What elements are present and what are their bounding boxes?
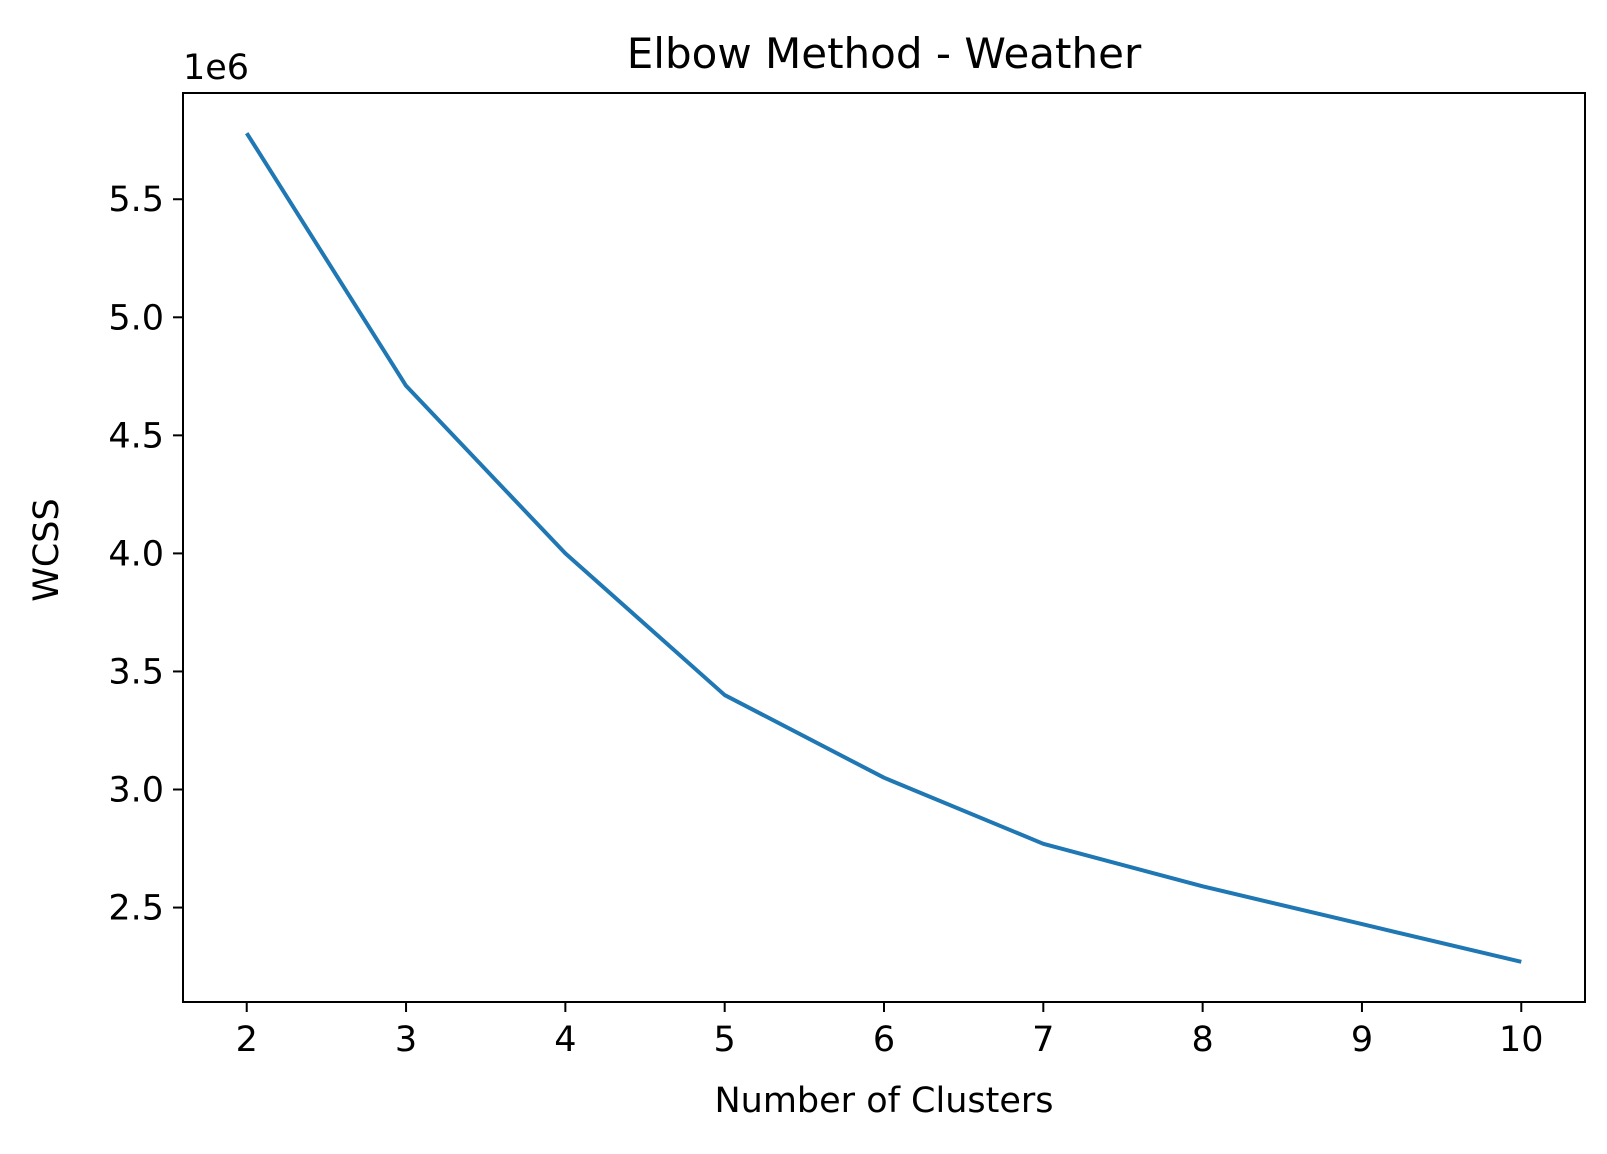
x-tick-label: 9 — [1351, 1020, 1373, 1060]
series-layer — [245, 132, 1522, 964]
data-point — [1521, 961, 1522, 962]
data-point — [724, 695, 725, 696]
x-axis-ticks: 2 3 4 5 6 7 8 9 10 — [236, 1002, 1544, 1060]
data-point — [1361, 924, 1362, 925]
x-tick-label: 6 — [873, 1020, 895, 1060]
y-tick-label: 2.5 — [108, 889, 164, 929]
x-tick-label: 8 — [1191, 1020, 1213, 1060]
data-point — [884, 777, 885, 778]
x-tick-label: 2 — [236, 1020, 258, 1060]
y-tick-label: 3.0 — [108, 771, 164, 811]
y-axis-ticks: 2.5 3.0 3.5 4.0 4.5 5.0 5.5 — [108, 180, 183, 929]
y-tick-label: 5.5 — [108, 180, 164, 220]
y-tick-label: 3.5 — [108, 652, 164, 692]
data-point — [406, 385, 407, 386]
x-tick-label: 5 — [714, 1020, 736, 1060]
x-tick-label: 3 — [395, 1020, 417, 1060]
x-tick-label: 10 — [1499, 1020, 1544, 1060]
data-point — [246, 133, 247, 134]
y-tick-label: 5.0 — [108, 298, 164, 338]
wcss-series-line — [245, 132, 1522, 964]
y-axis-title: WCSS — [27, 498, 67, 601]
y-tick-label: 4.0 — [108, 534, 164, 574]
data-point — [1202, 886, 1203, 887]
x-tick-label: 4 — [554, 1020, 576, 1060]
plot-frame — [182, 92, 1586, 1003]
x-axis-title: Number of Clusters — [714, 1081, 1053, 1121]
data-point — [565, 553, 566, 554]
x-tick-label: 7 — [1032, 1020, 1054, 1060]
chart-title: Elbow Method - Weather — [627, 29, 1142, 78]
data-point — [1043, 843, 1044, 844]
y-tick-label: 4.5 — [108, 416, 164, 456]
y-offset-label: 1e6 — [183, 48, 249, 88]
